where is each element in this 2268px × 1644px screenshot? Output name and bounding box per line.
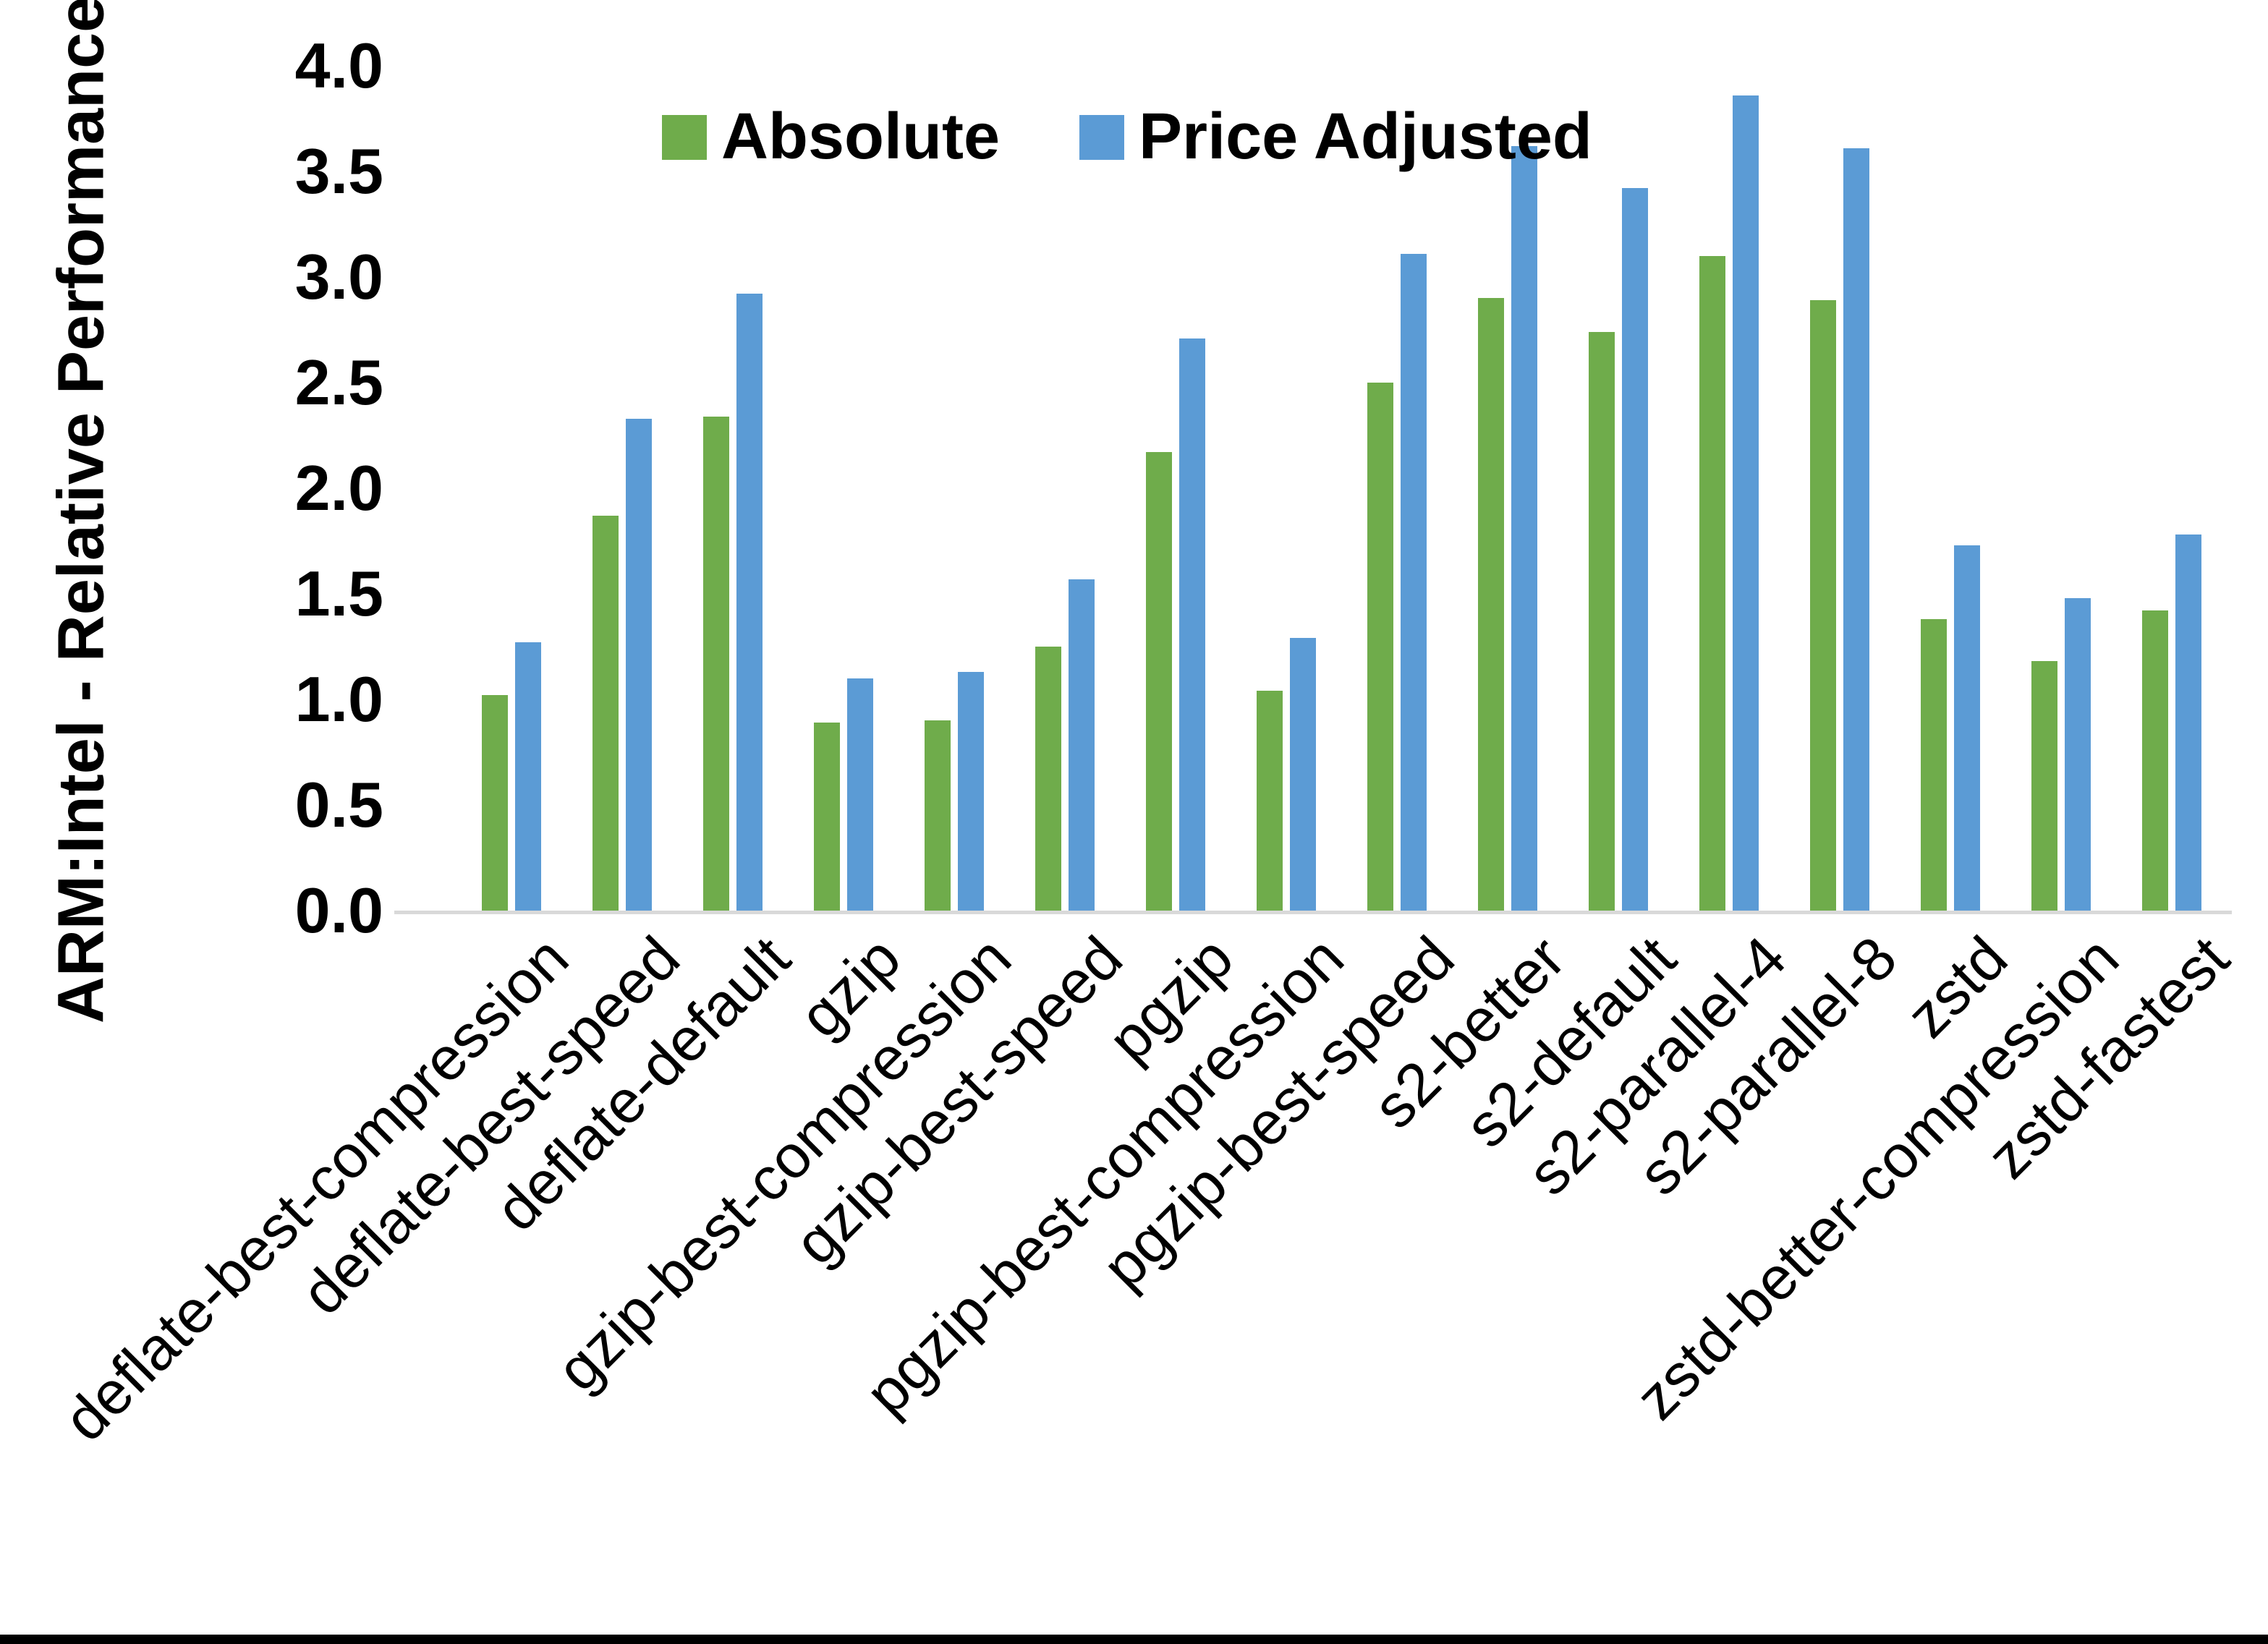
bar-absolute (813, 723, 840, 911)
y-tick-label: 0.0 (294, 874, 383, 946)
bar-price-adjusted (2175, 534, 2201, 911)
bar-absolute (1699, 256, 1725, 911)
bar-absolute (702, 417, 729, 911)
bar-group-deflate-default (677, 66, 788, 911)
bar-group-s2-better (1452, 66, 1563, 911)
bar-absolute (2141, 610, 2168, 911)
bar-group-pgzip (1120, 66, 1231, 911)
bottom-border-bar (0, 1635, 2268, 1644)
bar-absolute (592, 516, 619, 911)
bar-absolute (1588, 332, 1615, 911)
bar-price-adjusted (1621, 188, 1648, 911)
bar-group-pgzip-best-speed (1341, 66, 1452, 911)
bar-price-adjusted (1400, 254, 1427, 911)
bar-groups (456, 66, 2227, 911)
bar-price-adjusted (1068, 579, 1095, 911)
y-axis-title: ARM:Intel - Relative Performance (45, 0, 118, 1024)
y-tick-label: 3.0 (294, 241, 383, 312)
plot-area (394, 66, 2232, 914)
bar-price-adjusted (625, 419, 652, 911)
bar-group-s2-default (1563, 66, 1673, 911)
bar-group-zstd-better-compression (2005, 66, 2116, 911)
bar-group-deflate-best-compression (456, 66, 566, 911)
y-tick-label: 1.0 (294, 663, 383, 735)
bar-absolute (1477, 298, 1504, 911)
bar-price-adjusted (1178, 338, 1205, 911)
bar-group-deflate-best-speed (566, 66, 677, 911)
bar-group-zstd-fastest (2116, 66, 2227, 911)
legend-item-price-adjusted: Price Adjusted (1079, 100, 1592, 174)
y-tick-label: 3.5 (294, 135, 383, 207)
bar-price-adjusted (1953, 545, 1980, 911)
bar-price-adjusted (1732, 95, 1759, 911)
bar-price-adjusted (1843, 148, 1869, 911)
bar-absolute (1035, 647, 1061, 911)
bar-absolute (1145, 452, 1172, 911)
bar-price-adjusted (846, 678, 873, 911)
bar-group-s2-parallel-8 (1784, 66, 1895, 911)
legend-swatch-price-adjusted (1079, 114, 1125, 160)
bar-absolute (1367, 383, 1393, 911)
bar-absolute (481, 695, 508, 911)
y-tick-label: 0.5 (294, 769, 383, 840)
bar-group-s2-parallel-4 (1673, 66, 1784, 911)
y-tick-label: 2.5 (294, 346, 383, 418)
bar-price-adjusted (514, 642, 541, 911)
bar-absolute (1920, 619, 1947, 911)
legend: Absolute Price Adjusted (662, 100, 1592, 174)
legend-item-absolute: Absolute (662, 100, 1000, 174)
bar-absolute (2031, 661, 2057, 911)
bar-absolute (924, 720, 951, 911)
bar-group-gzip (788, 66, 899, 911)
legend-swatch-absolute (662, 114, 707, 160)
y-tick-label: 1.5 (294, 558, 383, 629)
bar-price-adjusted (957, 672, 984, 911)
y-tick-label: 4.0 (294, 30, 383, 101)
bar-absolute (1809, 300, 1836, 911)
bar-price-adjusted (2064, 598, 2091, 911)
bar-absolute (1256, 691, 1283, 911)
bar-price-adjusted (1511, 146, 1537, 911)
bar-group-zstd (1895, 66, 2005, 911)
bar-group-gzip-best-speed (1009, 66, 1120, 911)
bar-price-adjusted (1289, 638, 1316, 911)
y-tick-label: 2.0 (294, 452, 383, 524)
bar-group-pgzip-best-compression (1231, 66, 1341, 911)
bar-group-gzip-best-compression (899, 66, 1009, 911)
legend-label-absolute: Absolute (721, 101, 1001, 173)
legend-label-price-adjusted: Price Adjusted (1139, 101, 1592, 173)
bar-price-adjusted (736, 294, 763, 911)
